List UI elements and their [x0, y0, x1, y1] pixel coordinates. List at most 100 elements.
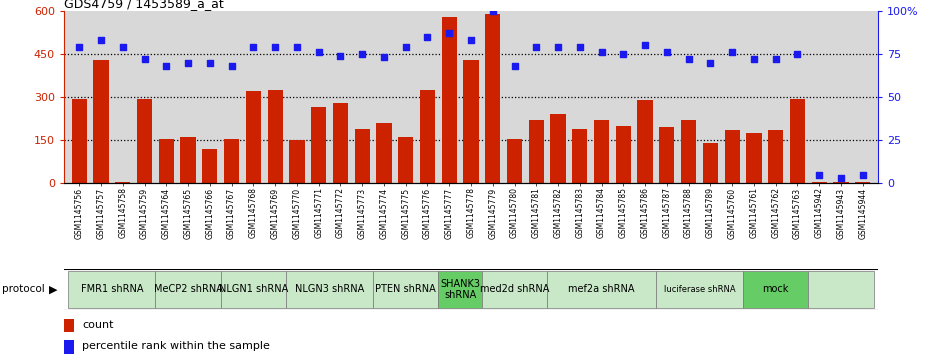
- Point: [268, 44, 283, 50]
- Bar: [246, 91, 261, 183]
- Bar: [659, 127, 674, 183]
- Point: [289, 44, 304, 50]
- Bar: [354, 129, 370, 183]
- Bar: [681, 120, 696, 183]
- Bar: [547, 271, 656, 308]
- Point: [420, 34, 435, 40]
- Bar: [377, 123, 392, 183]
- Point: [333, 53, 348, 58]
- Point: [746, 56, 761, 62]
- Point: [638, 42, 653, 48]
- Point: [224, 63, 239, 69]
- Point: [137, 56, 152, 62]
- Bar: [442, 17, 457, 183]
- Text: percentile rank within the sample: percentile rank within the sample: [82, 341, 270, 351]
- Bar: [834, 182, 849, 183]
- Bar: [638, 100, 653, 183]
- Bar: [703, 143, 718, 183]
- Bar: [768, 130, 784, 183]
- Point: [703, 60, 718, 65]
- Text: PTEN shRNA: PTEN shRNA: [375, 285, 436, 294]
- Point: [812, 172, 827, 178]
- Text: SHANK3
shRNA: SHANK3 shRNA: [440, 279, 480, 300]
- Bar: [373, 271, 438, 308]
- Bar: [789, 98, 805, 183]
- Point: [594, 49, 609, 55]
- Text: mock: mock: [762, 285, 788, 294]
- Text: ▶: ▶: [48, 285, 57, 294]
- Point: [834, 175, 849, 181]
- Bar: [594, 120, 609, 183]
- Bar: [812, 182, 827, 183]
- Bar: [72, 98, 87, 183]
- Bar: [855, 182, 870, 183]
- Point: [181, 60, 196, 65]
- Text: GDS4759 / 1453589_a_at: GDS4759 / 1453589_a_at: [64, 0, 224, 10]
- Bar: [181, 137, 196, 183]
- Point: [724, 49, 739, 55]
- Bar: [398, 137, 414, 183]
- Bar: [220, 271, 286, 308]
- Point: [507, 63, 522, 69]
- Bar: [93, 60, 108, 183]
- Bar: [115, 182, 130, 183]
- Bar: [808, 271, 873, 308]
- Point: [203, 60, 218, 65]
- Text: protocol: protocol: [2, 285, 44, 294]
- Bar: [528, 120, 544, 183]
- Point: [768, 56, 783, 62]
- Point: [159, 63, 174, 69]
- Bar: [656, 271, 743, 308]
- Bar: [485, 14, 500, 183]
- Point: [616, 51, 631, 57]
- Text: NLGN3 shRNA: NLGN3 shRNA: [295, 285, 365, 294]
- Bar: [616, 126, 631, 183]
- Bar: [420, 90, 435, 183]
- Point: [550, 44, 565, 50]
- Point: [681, 56, 696, 62]
- Bar: [268, 90, 283, 183]
- Bar: [155, 271, 220, 308]
- Bar: [724, 130, 739, 183]
- Point: [573, 44, 588, 50]
- Bar: [64, 319, 74, 333]
- Bar: [482, 271, 547, 308]
- Text: med2d shRNA: med2d shRNA: [479, 285, 549, 294]
- Point: [246, 44, 261, 50]
- Bar: [743, 271, 808, 308]
- Text: mef2a shRNA: mef2a shRNA: [568, 285, 635, 294]
- Bar: [550, 114, 565, 183]
- Text: count: count: [82, 320, 114, 330]
- Point: [463, 37, 479, 43]
- Point: [442, 30, 457, 36]
- Text: NLGN1 shRNA: NLGN1 shRNA: [219, 285, 288, 294]
- Text: FMR1 shRNA: FMR1 shRNA: [81, 285, 143, 294]
- Point: [354, 51, 369, 57]
- Point: [72, 44, 87, 50]
- Bar: [64, 340, 74, 354]
- Point: [311, 49, 326, 55]
- Point: [93, 37, 108, 43]
- Point: [855, 172, 870, 178]
- Point: [377, 54, 392, 60]
- Bar: [572, 129, 588, 183]
- Point: [528, 44, 544, 50]
- Bar: [224, 139, 239, 183]
- Bar: [746, 133, 761, 183]
- Bar: [289, 140, 304, 183]
- Bar: [438, 271, 482, 308]
- Bar: [507, 139, 522, 183]
- Point: [398, 44, 414, 50]
- Bar: [311, 107, 326, 183]
- Point: [485, 8, 500, 14]
- Bar: [137, 98, 153, 183]
- Point: [115, 44, 130, 50]
- Bar: [286, 271, 373, 308]
- Bar: [333, 103, 348, 183]
- Text: MeCP2 shRNA: MeCP2 shRNA: [154, 285, 222, 294]
- Bar: [203, 149, 218, 183]
- Bar: [69, 271, 155, 308]
- Text: luciferase shRNA: luciferase shRNA: [664, 285, 736, 294]
- Point: [790, 51, 805, 57]
- Bar: [158, 139, 174, 183]
